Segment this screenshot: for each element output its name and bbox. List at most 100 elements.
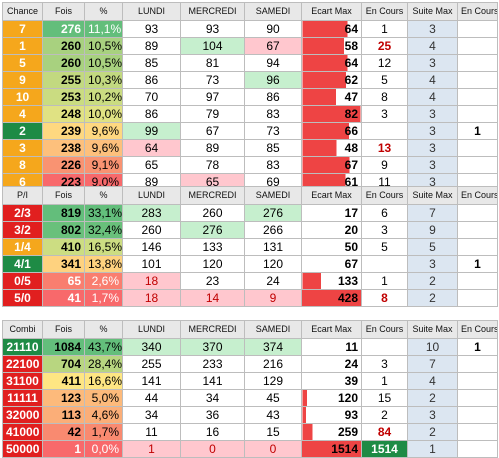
- pct-cell[interactable]: 4,6%: [84, 406, 123, 424]
- ecart-max-cell[interactable]: 50: [301, 238, 362, 256]
- samedi-cell[interactable]: 94: [244, 54, 302, 72]
- en-cours-current-cell[interactable]: [457, 238, 498, 256]
- en-cours-current-cell[interactable]: [457, 139, 498, 157]
- suite-max-cell[interactable]: 4: [407, 37, 458, 55]
- fois-cell[interactable]: 260: [42, 54, 85, 72]
- ecart-max-cell[interactable]: 66: [301, 122, 362, 140]
- mercredi-cell[interactable]: 133: [180, 238, 245, 256]
- row-label-cell[interactable]: 1/4: [2, 238, 43, 256]
- fois-cell[interactable]: 238: [42, 139, 85, 157]
- en-cours-cell[interactable]: 1: [361, 272, 408, 290]
- lundi-cell[interactable]: 141: [122, 372, 181, 390]
- suite-max-cell[interactable]: 3: [407, 105, 458, 123]
- lundi-cell[interactable]: 65: [122, 156, 181, 174]
- header-cell[interactable]: Suite Max: [407, 2, 458, 21]
- header-cell[interactable]: Combi: [2, 320, 43, 339]
- fois-cell[interactable]: 276: [42, 20, 85, 38]
- en-cours-cell[interactable]: 1514: [361, 440, 408, 458]
- mercredi-cell[interactable]: 36: [180, 406, 245, 424]
- mercredi-cell[interactable]: 120: [180, 255, 245, 273]
- en-cours-cell[interactable]: 12: [361, 54, 408, 72]
- suite-max-cell[interactable]: 1: [407, 440, 458, 458]
- lundi-cell[interactable]: 340: [122, 338, 181, 356]
- pct-cell[interactable]: 33,1%: [84, 204, 123, 222]
- fois-cell[interactable]: 113: [42, 406, 85, 424]
- en-cours-cell[interactable]: 9: [361, 156, 408, 174]
- ecart-max-cell[interactable]: 93: [301, 406, 362, 424]
- samedi-cell[interactable]: 9: [244, 289, 302, 307]
- en-cours-cell[interactable]: 2: [361, 406, 408, 424]
- lundi-cell[interactable]: 70: [122, 88, 181, 106]
- en-cours-cell[interactable]: 3: [361, 221, 408, 239]
- header-cell[interactable]: LUNDI: [122, 320, 181, 339]
- en-cours-current-cell[interactable]: [457, 355, 498, 373]
- pct-cell[interactable]: 11,1%: [84, 20, 123, 38]
- row-label-cell[interactable]: 7: [2, 20, 43, 38]
- pct-cell[interactable]: 1,7%: [84, 423, 123, 441]
- header-cell[interactable]: Ecart Max: [301, 320, 362, 339]
- lundi-cell[interactable]: 89: [122, 37, 181, 55]
- ecart-max-cell[interactable]: 1514: [301, 440, 362, 458]
- pct-cell[interactable]: 16,5%: [84, 238, 123, 256]
- lundi-cell[interactable]: 255: [122, 355, 181, 373]
- en-cours-cell[interactable]: 5: [361, 238, 408, 256]
- pct-cell[interactable]: 13,8%: [84, 255, 123, 273]
- en-cours-cell[interactable]: 1: [361, 372, 408, 390]
- row-label-cell[interactable]: 50000: [2, 440, 43, 458]
- en-cours-cell[interactable]: 1: [361, 20, 408, 38]
- pct-cell[interactable]: 32,4%: [84, 221, 123, 239]
- ecart-max-cell[interactable]: 120: [301, 389, 362, 407]
- header-cell[interactable]: Suite Max: [407, 320, 458, 339]
- header-cell[interactable]: Fois: [42, 2, 85, 21]
- en-cours-cell[interactable]: 84: [361, 423, 408, 441]
- suite-max-cell[interactable]: 5: [407, 238, 458, 256]
- fois-cell[interactable]: 410: [42, 238, 85, 256]
- header-cell[interactable]: SAMEDI: [244, 2, 302, 21]
- suite-max-cell[interactable]: 10: [407, 338, 458, 356]
- en-cours-cell[interactable]: [361, 122, 408, 140]
- en-cours-cell[interactable]: 13: [361, 139, 408, 157]
- mercredi-cell[interactable]: 73: [180, 71, 245, 89]
- pct-cell[interactable]: 2,6%: [84, 272, 123, 290]
- en-cours-current-cell[interactable]: [457, 289, 498, 307]
- header-cell[interactable]: MERCREDI: [180, 186, 245, 205]
- samedi-cell[interactable]: 85: [244, 139, 302, 157]
- samedi-cell[interactable]: 15: [244, 423, 302, 441]
- fois-cell[interactable]: 1: [42, 440, 85, 458]
- ecart-max-cell[interactable]: 17: [301, 204, 362, 222]
- samedi-cell[interactable]: 266: [244, 221, 302, 239]
- suite-max-cell[interactable]: 3: [407, 54, 458, 72]
- samedi-cell[interactable]: 24: [244, 272, 302, 290]
- header-cell[interactable]: Suite Max: [407, 186, 458, 205]
- en-cours-current-cell[interactable]: [457, 423, 498, 441]
- fois-cell[interactable]: 255: [42, 71, 85, 89]
- row-label-cell[interactable]: 2/3: [2, 204, 43, 222]
- en-cours-cell[interactable]: 6: [361, 204, 408, 222]
- suite-max-cell[interactable]: 7: [407, 355, 458, 373]
- en-cours-current-cell[interactable]: [457, 88, 498, 106]
- en-cours-current-cell[interactable]: 1: [457, 255, 498, 273]
- row-label-cell[interactable]: 5/0: [2, 289, 43, 307]
- pct-cell[interactable]: 10,5%: [84, 37, 123, 55]
- ecart-max-cell[interactable]: 64: [301, 20, 362, 38]
- suite-max-cell[interactable]: 2: [407, 272, 458, 290]
- header-cell[interactable]: Ecart Max: [301, 2, 362, 21]
- en-cours-current-cell[interactable]: [457, 156, 498, 174]
- lundi-cell[interactable]: 146: [122, 238, 181, 256]
- header-cell[interactable]: %: [84, 186, 123, 205]
- en-cours-current-cell[interactable]: [457, 37, 498, 55]
- pct-cell[interactable]: 43,7%: [84, 338, 123, 356]
- en-cours-cell[interactable]: 3: [361, 355, 408, 373]
- samedi-cell[interactable]: 45: [244, 389, 302, 407]
- row-label-cell[interactable]: 41000: [2, 423, 43, 441]
- header-cell[interactable]: En Cours: [457, 186, 498, 205]
- samedi-cell[interactable]: 374: [244, 338, 302, 356]
- en-cours-current-cell[interactable]: [457, 20, 498, 38]
- fois-cell[interactable]: 42: [42, 423, 85, 441]
- pct-cell[interactable]: 5,0%: [84, 389, 123, 407]
- header-cell[interactable]: SAMEDI: [244, 320, 302, 339]
- header-cell[interactable]: Fois: [42, 320, 85, 339]
- header-cell[interactable]: P/I: [2, 186, 43, 205]
- ecart-max-cell[interactable]: 64: [301, 54, 362, 72]
- header-cell[interactable]: Chance: [2, 2, 43, 21]
